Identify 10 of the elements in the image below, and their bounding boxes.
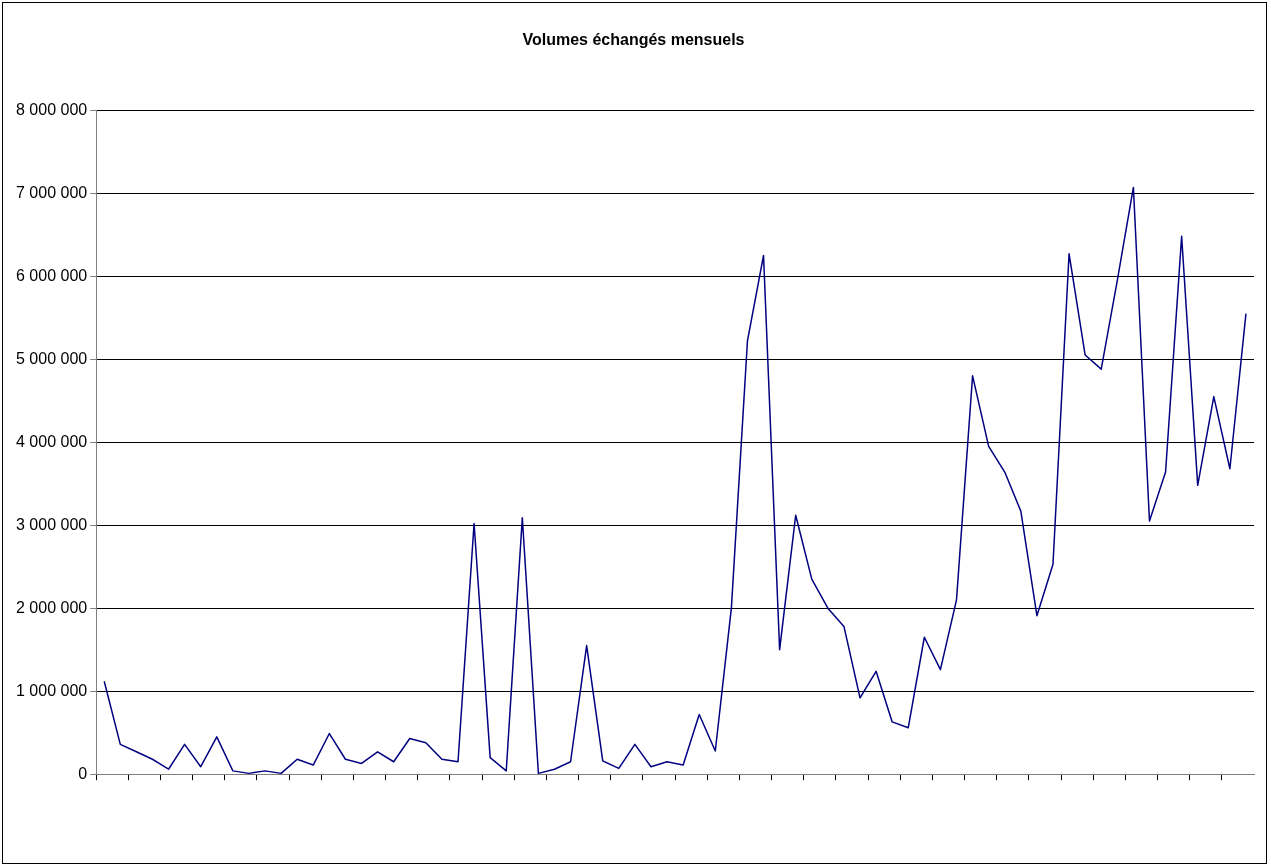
chart-title: Volumes échangés mensuels — [522, 31, 745, 49]
y-tick-label: 8 000 000 — [15, 100, 88, 118]
y-tick-label: 0 — [78, 764, 88, 782]
y-tick-label: 6 000 000 — [15, 266, 88, 284]
y-tick-label: 7 000 000 — [15, 183, 88, 201]
y-tick-label: 1 000 000 — [15, 681, 88, 699]
y-tick-label: 3 000 000 — [15, 515, 88, 533]
y-tick-label: 4 000 000 — [15, 432, 88, 450]
y-tick-label: 2 000 000 — [15, 598, 88, 616]
y-tick-label: 5 000 000 — [15, 349, 88, 367]
